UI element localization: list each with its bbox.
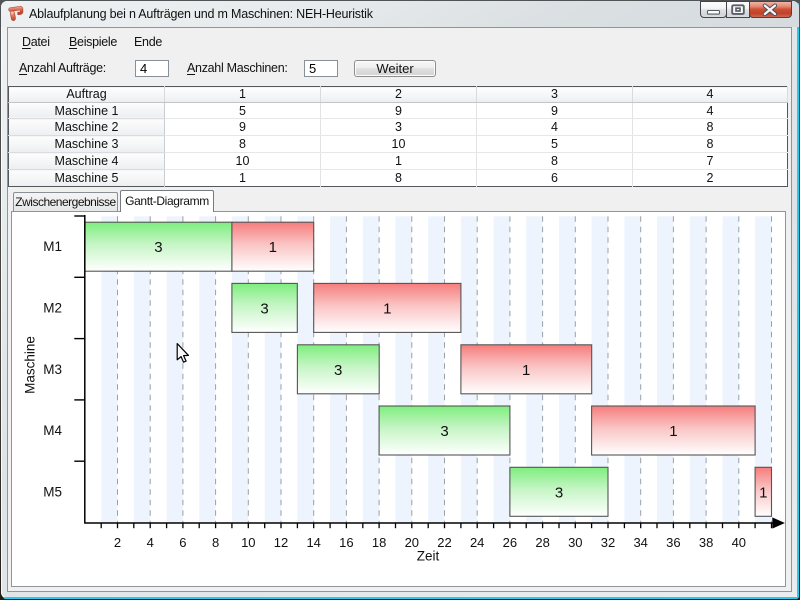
svg-text:4: 4 [147, 535, 154, 550]
svg-text:14: 14 [306, 535, 320, 550]
svg-text:28: 28 [535, 535, 549, 550]
svg-text:12: 12 [274, 535, 288, 550]
svg-text:24: 24 [470, 535, 484, 550]
svg-text:34: 34 [633, 535, 647, 550]
svg-text:1: 1 [759, 484, 767, 501]
svg-text:26: 26 [503, 535, 517, 550]
svg-text:18: 18 [372, 535, 386, 550]
svg-text:20: 20 [405, 535, 419, 550]
svg-text:32: 32 [601, 535, 615, 550]
svg-text:2: 2 [114, 535, 121, 550]
svg-text:1: 1 [383, 300, 391, 317]
svg-text:3: 3 [334, 362, 342, 379]
svg-text:M4: M4 [43, 423, 62, 438]
svg-text:M1: M1 [43, 239, 62, 254]
svg-text:38: 38 [699, 535, 713, 550]
svg-text:10: 10 [241, 535, 255, 550]
svg-text:1: 1 [669, 423, 677, 440]
svg-text:3: 3 [260, 300, 268, 317]
svg-text:36: 36 [666, 535, 680, 550]
svg-text:6: 6 [179, 535, 186, 550]
svg-text:3: 3 [440, 423, 448, 440]
svg-text:22: 22 [437, 535, 451, 550]
svg-text:1: 1 [522, 362, 530, 379]
svg-text:3: 3 [154, 239, 162, 256]
svg-text:8: 8 [212, 535, 219, 550]
svg-text:30: 30 [568, 535, 582, 550]
svg-text:16: 16 [339, 535, 353, 550]
svg-text:Maschine: Maschine [23, 336, 38, 394]
svg-text:40: 40 [732, 535, 746, 550]
svg-text:M5: M5 [43, 484, 62, 499]
svg-text:M3: M3 [43, 362, 62, 377]
svg-text:Zeit: Zeit [417, 549, 440, 564]
svg-text:3: 3 [555, 484, 563, 501]
svg-text:M2: M2 [43, 300, 62, 315]
svg-text:1: 1 [269, 239, 277, 256]
